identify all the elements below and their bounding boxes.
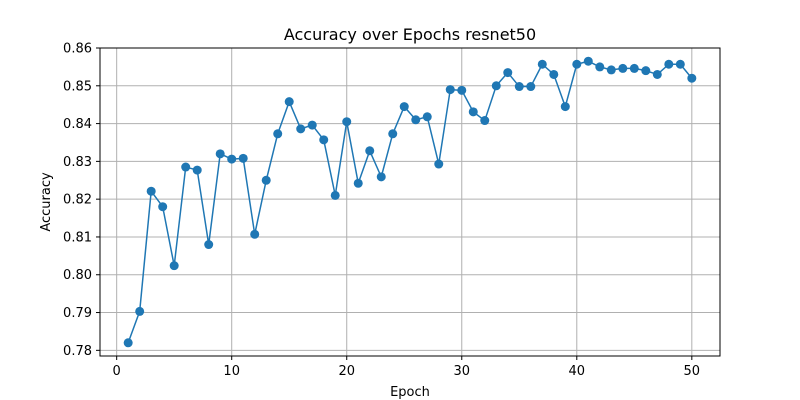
y-tick-label: 0.82: [63, 193, 92, 208]
data-point: [445, 85, 455, 95]
data-point: [560, 102, 570, 112]
axis-ticks: 0 10 20 30 40 50 0.78 0.79 0.80 0.81 0.82 0.83 0.84 0…: [63, 42, 700, 380]
data-point: [215, 149, 225, 159]
data-point: [618, 63, 628, 73]
plot-frame: [99, 47, 721, 357]
data-point: [480, 116, 490, 126]
data-point: [273, 129, 283, 139]
data-point: [261, 175, 271, 185]
data-point: [388, 129, 398, 139]
data-point: [549, 69, 559, 79]
y-tick-label: 0.80: [63, 268, 92, 283]
data-point: [181, 162, 191, 172]
data-point: [169, 261, 179, 271]
accuracy-series: [123, 56, 697, 348]
chart-title: Accuracy over Epochs resnet50: [284, 25, 536, 44]
data-point: [227, 154, 237, 164]
data-point: [330, 190, 340, 200]
data-point: [342, 117, 352, 127]
x-tick-label: 20: [338, 364, 355, 379]
data-point: [146, 186, 156, 196]
data-point: [319, 135, 329, 145]
y-tick-label: 0.81: [63, 230, 92, 245]
data-point: [641, 66, 651, 76]
data-point: [537, 59, 547, 69]
y-tick-label: 0.84: [63, 117, 92, 132]
data-point: [376, 172, 386, 182]
data-point: [583, 56, 593, 66]
data-point: [652, 69, 662, 79]
data-point: [629, 63, 639, 73]
data-point: [123, 338, 133, 348]
x-tick-label: 10: [223, 364, 240, 379]
data-point: [204, 240, 214, 250]
data-point: [664, 59, 674, 69]
data-point: [238, 153, 248, 163]
data-point: [365, 146, 375, 156]
data-point: [135, 306, 145, 316]
data-point: [457, 85, 467, 95]
y-tick-label: 0.86: [63, 42, 92, 57]
y-axis-label: Accuracy: [39, 172, 54, 232]
y-tick-label: 0.83: [63, 155, 92, 170]
data-point: [595, 62, 605, 72]
data-point: [422, 112, 432, 122]
data-point: [250, 229, 260, 239]
data-point: [526, 82, 536, 92]
data-point: [434, 159, 444, 169]
data-point: [491, 81, 501, 91]
data-point: [572, 59, 582, 69]
y-tick-label: 0.78: [63, 344, 92, 359]
data-point: [503, 68, 513, 78]
grid-lines: [100, 47, 720, 356]
data-point: [687, 73, 697, 83]
x-tick-label: 30: [453, 364, 470, 379]
data-point: [296, 124, 306, 134]
data-point: [307, 120, 317, 130]
data-point: [675, 59, 685, 69]
data-point: [514, 82, 524, 92]
x-tick-label: 0: [113, 364, 121, 379]
data-point: [158, 202, 168, 212]
data-point: [411, 115, 421, 125]
data-point: [284, 97, 294, 107]
data-point: [606, 65, 616, 75]
data-point: [399, 102, 409, 112]
data-point: [192, 165, 202, 175]
accuracy-series-line: [127, 60, 693, 344]
x-axis-label: Epoch: [390, 385, 430, 400]
y-tick-label: 0.85: [63, 79, 92, 94]
y-tick-label: 0.79: [63, 306, 92, 321]
x-tick-label: 40: [569, 364, 586, 379]
data-point: [468, 107, 478, 117]
x-tick-label: 50: [684, 364, 701, 379]
data-point: [353, 178, 363, 188]
